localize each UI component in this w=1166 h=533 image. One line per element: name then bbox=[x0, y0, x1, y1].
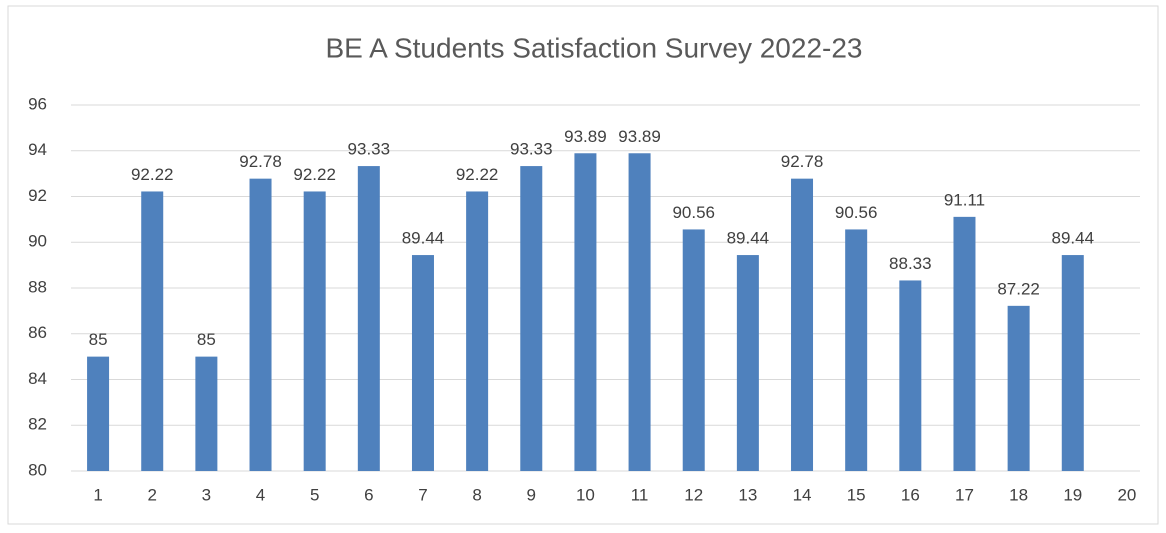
y-tick-label: 82 bbox=[28, 415, 47, 434]
bar bbox=[303, 191, 326, 471]
x-tick-label: 18 bbox=[1009, 485, 1028, 504]
bar bbox=[520, 166, 543, 472]
bar bbox=[141, 191, 164, 471]
bar bbox=[87, 356, 110, 471]
x-tick-label: 13 bbox=[738, 485, 757, 504]
data-label: 89.44 bbox=[1052, 229, 1095, 248]
data-label: 90.56 bbox=[672, 203, 715, 222]
data-label: 85 bbox=[197, 330, 216, 349]
x-tick-label: 16 bbox=[901, 485, 920, 504]
y-tick-label: 92 bbox=[28, 186, 47, 205]
y-tick-label: 88 bbox=[28, 277, 47, 296]
y-tick-label: 96 bbox=[28, 94, 47, 113]
bar bbox=[1061, 255, 1084, 471]
x-tick-label: 12 bbox=[684, 485, 703, 504]
x-tick-label: 17 bbox=[955, 485, 974, 504]
bar bbox=[466, 191, 489, 471]
y-tick-label: 94 bbox=[28, 140, 47, 159]
data-label: 93.33 bbox=[510, 140, 553, 159]
y-tick-label: 90 bbox=[28, 232, 47, 251]
x-tick-label: 20 bbox=[1117, 485, 1136, 504]
data-label: 88.33 bbox=[889, 254, 932, 273]
data-label: 91.11 bbox=[944, 190, 985, 209]
x-tick-label: 1 bbox=[93, 485, 102, 504]
data-label: 87.22 bbox=[997, 279, 1040, 298]
bar bbox=[411, 255, 434, 471]
data-label: 93.33 bbox=[348, 140, 391, 159]
data-label: 92.22 bbox=[293, 165, 336, 184]
x-tick-label: 4 bbox=[256, 485, 265, 504]
data-label: 92.22 bbox=[131, 165, 174, 184]
chart-title: BE A Students Satisfaction Survey 2022-2… bbox=[325, 32, 862, 63]
x-tick-label: 14 bbox=[793, 485, 812, 504]
bar bbox=[628, 153, 651, 472]
data-label: 92.78 bbox=[781, 152, 824, 171]
x-tick-label: 3 bbox=[202, 485, 211, 504]
bar bbox=[953, 216, 976, 471]
data-label: 92.22 bbox=[456, 165, 499, 184]
data-label: 92.78 bbox=[239, 152, 282, 171]
y-tick-label: 86 bbox=[28, 323, 47, 342]
x-tick-label: 2 bbox=[147, 485, 156, 504]
x-tick-label: 10 bbox=[576, 485, 595, 504]
data-label: 90.56 bbox=[835, 203, 878, 222]
bar bbox=[574, 153, 597, 472]
data-label: 89.44 bbox=[727, 229, 770, 248]
bar bbox=[195, 356, 218, 471]
x-tick-label: 5 bbox=[310, 485, 319, 504]
bar bbox=[1007, 305, 1030, 471]
data-label: 93.89 bbox=[618, 127, 661, 146]
y-tick-label: 80 bbox=[28, 460, 47, 479]
x-tick-label: 8 bbox=[472, 485, 481, 504]
data-label: 93.89 bbox=[564, 127, 607, 146]
x-tick-label: 9 bbox=[527, 485, 536, 504]
x-tick-label: 6 bbox=[364, 485, 373, 504]
bar bbox=[791, 178, 814, 471]
x-tick-label: 11 bbox=[631, 485, 649, 504]
x-tick-label: 15 bbox=[847, 485, 866, 504]
y-tick-label: 84 bbox=[28, 369, 47, 388]
x-tick-label: 19 bbox=[1063, 485, 1082, 504]
bar bbox=[845, 229, 868, 471]
bar bbox=[682, 229, 705, 471]
bar bbox=[899, 280, 922, 471]
bar bbox=[249, 178, 272, 471]
x-tick-label: 7 bbox=[418, 485, 427, 504]
data-label: 85 bbox=[89, 330, 108, 349]
bar bbox=[736, 255, 759, 471]
data-label: 89.44 bbox=[402, 229, 445, 248]
bar bbox=[357, 166, 380, 472]
